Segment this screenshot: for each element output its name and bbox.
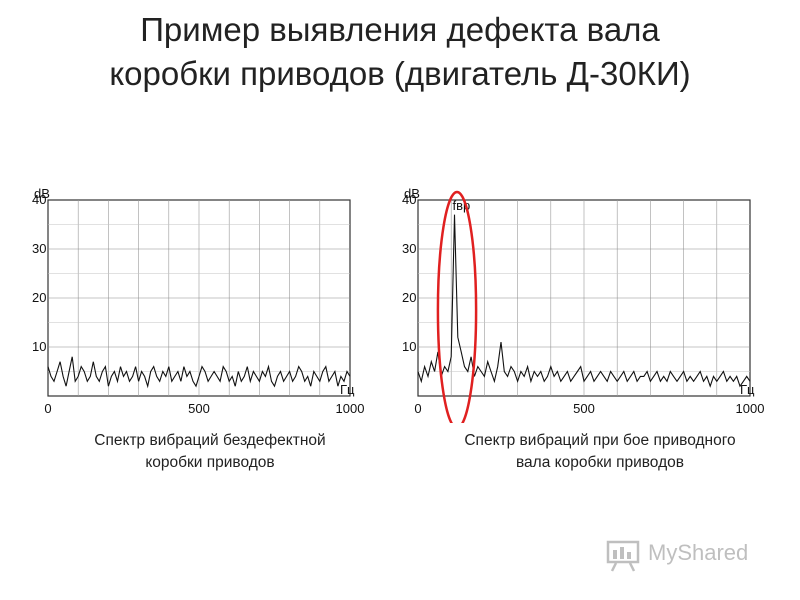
y-axis-label: dB	[34, 186, 50, 201]
y-tick-label: 10	[32, 339, 46, 354]
defect-spectrum-caption: Спектр вибраций при бое приводного вала …	[425, 430, 775, 474]
x-tick-label: 500	[188, 401, 210, 416]
normal-spectrum-caption: Спектр вибраций бездефектной коробки при…	[50, 430, 370, 474]
y-axis-label: dB	[404, 186, 420, 201]
y-tick-label: 30	[32, 241, 46, 256]
y-tick-label: 20	[32, 290, 46, 305]
presentation-board-icon	[606, 540, 640, 572]
caption-line: коробки приводов	[145, 454, 275, 471]
caption-line: Спектр вибраций при бое приводного	[464, 432, 736, 449]
x-tick-label: 1000	[736, 401, 765, 416]
slide-title-line2: коробки приводов (двигатель Д-30КИ)	[109, 55, 691, 92]
caption-line: вала коробки приводов	[515, 454, 684, 471]
spectrum-line	[47, 356, 351, 389]
watermark-text: MyShared	[648, 540, 749, 565]
x-axis-label: Гц	[740, 382, 755, 397]
caption-line: Спектр вибраций бездефектной	[94, 432, 326, 449]
y-tick-label: 20	[402, 290, 416, 305]
highlight-ellipse	[436, 190, 478, 423]
x-tick-label: 0	[44, 401, 51, 416]
y-tick-label: 40	[402, 192, 416, 207]
x-tick-label: 0	[414, 401, 421, 416]
y-tick-label: 30	[402, 241, 416, 256]
x-axis-label: Гц	[340, 382, 355, 397]
watermark: MyShared	[604, 536, 774, 572]
x-tick-label: 500	[573, 401, 595, 416]
normal-spectrum-chart: dB 10 20 30 40 0 500 1000 Гц	[32, 186, 365, 416]
x-tick-label: 1000	[336, 401, 365, 416]
y-tick-label: 40	[32, 192, 46, 207]
slide-title: Пример выявления дефекта вала коробки пр…	[0, 8, 800, 96]
slide-title-line1: Пример выявления дефекта вала	[140, 11, 660, 48]
y-tick-label: 10	[402, 339, 416, 354]
